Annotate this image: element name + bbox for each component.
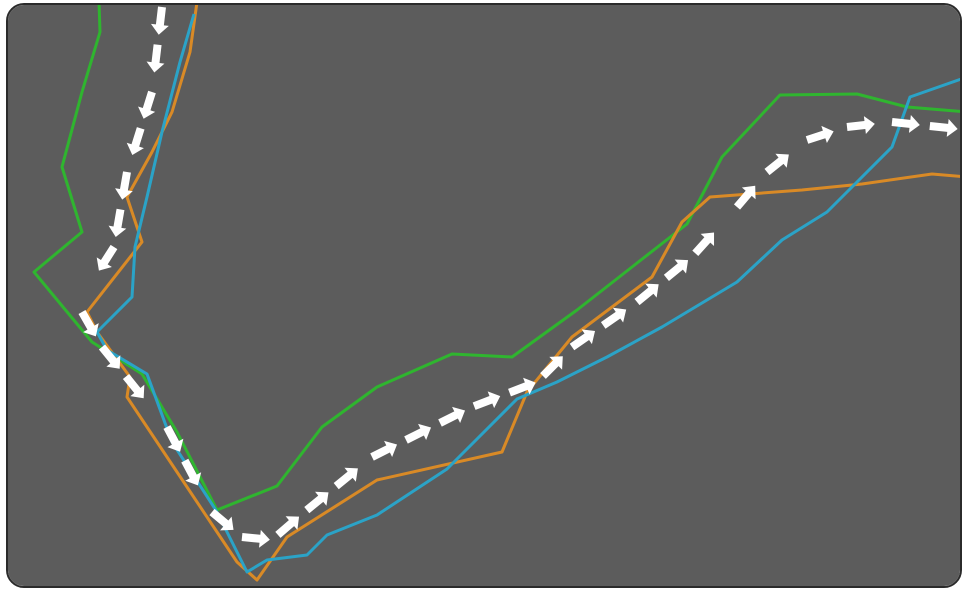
route-arrow-icon [96,244,118,271]
route-arrow-icon [304,491,329,514]
route-arrow-icon [891,114,920,133]
route-arrow-icon [146,44,165,73]
route-arrow-icon [122,373,145,399]
route-arrow-icon [472,391,501,410]
trajectory-panel [6,3,962,588]
route-arrow-icon [764,153,789,176]
route-arrow-icon [181,458,202,486]
route-arrow-icon [569,329,596,351]
route-arrow-icon [163,425,184,452]
route-arrow-icon [138,90,156,119]
route-arrow-icon [508,377,536,397]
route-arrow-icon [126,127,145,156]
route-arrow-icon [370,440,398,461]
route-green-line [32,5,960,512]
route-arrow-icon [241,529,270,548]
route-arrow-icon [333,467,358,490]
panel-background [8,5,960,586]
route-arrow-icon [663,259,689,281]
route-arrow-icon [846,116,875,134]
route-arrow-icon [108,208,127,237]
route-arrow-icon [98,344,121,369]
route-blue-line [95,13,960,574]
route-arrow-icon [115,171,133,200]
main-route-arrows [78,6,958,548]
route-arrow-icon [733,185,756,210]
route-arrow-icon [150,6,169,35]
route-arrow-icon [209,508,234,531]
route-arrow-icon [929,118,958,137]
route-arrow-icon [634,283,659,306]
route-arrow-icon [540,356,563,379]
paths-canvas [8,5,960,586]
route-arrow-icon [692,232,715,256]
route-arrow-icon [275,516,300,538]
route-orange-line [85,5,960,582]
route-arrow-icon [805,125,834,144]
route-arrow-icon [438,406,466,427]
route-arrow-icon [600,307,627,329]
route-arrow-icon [78,310,99,337]
route-arrow-icon [404,423,432,444]
